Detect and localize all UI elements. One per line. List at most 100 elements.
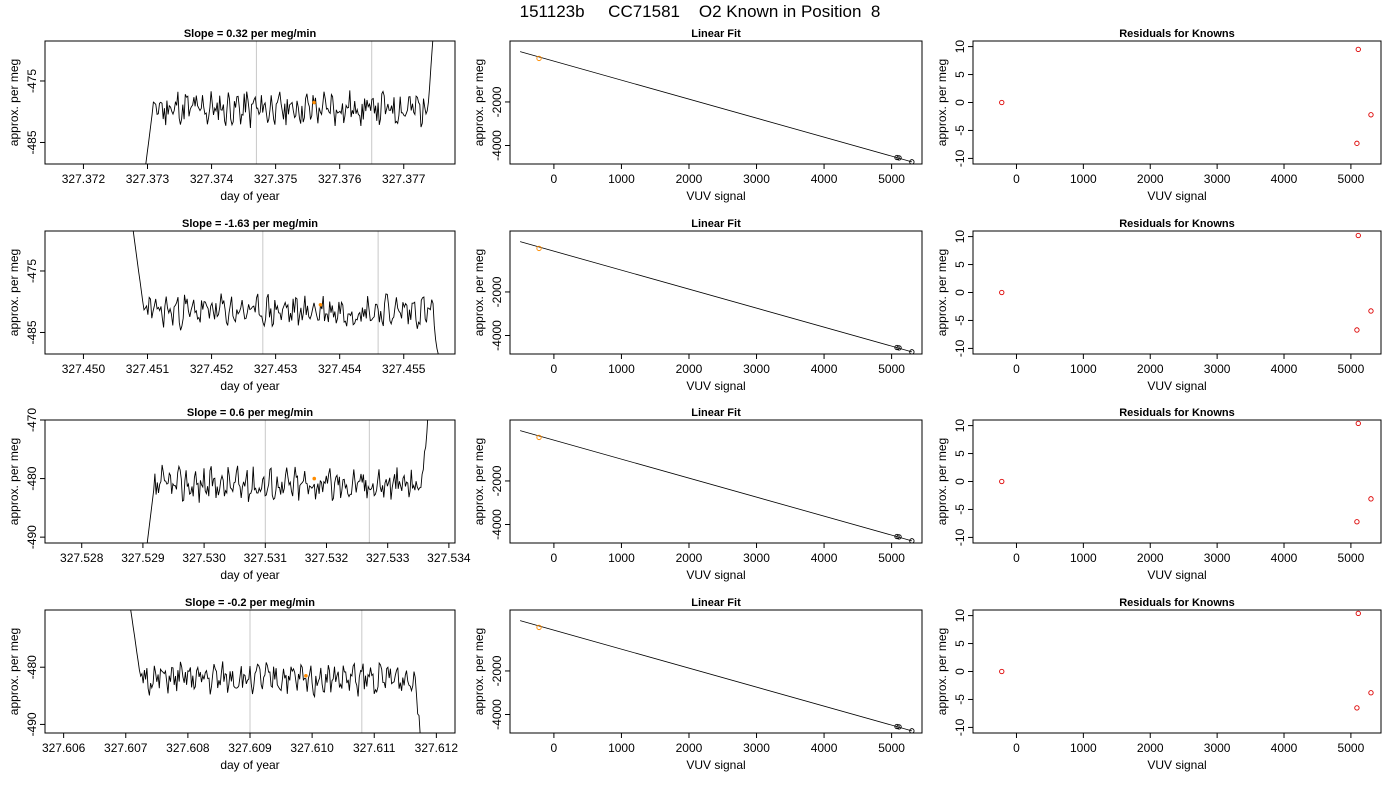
signal-trace bbox=[146, 420, 429, 543]
residual-point-3 bbox=[1355, 46, 1361, 53]
x-tick-label: 327.606 bbox=[42, 741, 86, 755]
panel-fit-row-1 bbox=[505, 40, 923, 169]
fit-line bbox=[520, 51, 912, 163]
x-tick-label: 327.532 bbox=[305, 551, 349, 565]
plot-area bbox=[999, 610, 1374, 711]
x-axis-label: VUV signal bbox=[686, 379, 745, 393]
fit-point-2 bbox=[894, 723, 900, 730]
panel-title: Slope = 0.6 per meg/min bbox=[187, 407, 314, 419]
x-tick-label: 5000 bbox=[878, 551, 905, 565]
x-tick-label: 4000 bbox=[1271, 741, 1298, 755]
x-tick-label: 3000 bbox=[1204, 741, 1231, 755]
x-tick-label: 3000 bbox=[743, 362, 770, 376]
plot-area bbox=[520, 430, 915, 543]
x-tick-label: 1000 bbox=[608, 362, 635, 376]
plot-area bbox=[999, 420, 1374, 525]
plot-area bbox=[146, 420, 429, 543]
plot-area bbox=[145, 41, 434, 164]
panel-title: Slope = -0.2 per meg/min bbox=[185, 597, 315, 609]
x-tick-label: 327.531 bbox=[244, 551, 288, 565]
x-tick-label: 4000 bbox=[1271, 362, 1298, 376]
plot-area bbox=[999, 232, 1374, 333]
x-tick-label: 2000 bbox=[676, 172, 703, 186]
x-tick-label: 327.377 bbox=[382, 172, 426, 186]
x-tick-label: 2000 bbox=[1137, 362, 1164, 376]
panel-resid-row-2 bbox=[968, 230, 1382, 359]
x-tick-label: 4000 bbox=[811, 362, 838, 376]
plot-frame bbox=[509, 419, 923, 544]
fit-point-2 bbox=[894, 154, 900, 161]
panel-resid-row-3 bbox=[968, 419, 1382, 548]
residual-point-1 bbox=[999, 668, 1005, 675]
x-axis-label: day of year bbox=[220, 568, 279, 582]
residual-point-2 bbox=[1354, 705, 1360, 711]
x-tick-label: 327.451 bbox=[126, 362, 170, 376]
plot-area bbox=[132, 231, 439, 354]
signal-trace bbox=[145, 41, 434, 164]
x-tick-label: 327.452 bbox=[190, 362, 234, 376]
y-tick-label: -2000 bbox=[490, 655, 504, 686]
x-tick-label: 1000 bbox=[608, 551, 635, 565]
residual-point-4 bbox=[1368, 112, 1374, 118]
x-axis-label: day of year bbox=[220, 379, 279, 393]
x-axis-label: VUV signal bbox=[1147, 758, 1206, 772]
panel-time-row-3 bbox=[40, 419, 456, 548]
x-tick-label: 3000 bbox=[1204, 362, 1231, 376]
x-tick-label: 1000 bbox=[1070, 551, 1097, 565]
plot-frame bbox=[509, 609, 923, 734]
y-tick-label: -485 bbox=[25, 130, 39, 154]
y-axis-label: approx. per meg bbox=[935, 59, 949, 146]
y-tick-label: -5 bbox=[953, 504, 967, 515]
x-tick-label: 327.453 bbox=[254, 362, 298, 376]
panel-fit-row-2 bbox=[505, 230, 923, 359]
x-tick-label: 327.374 bbox=[190, 172, 234, 186]
x-tick-label: 5000 bbox=[1338, 551, 1365, 565]
y-tick-label: -4000 bbox=[490, 699, 504, 730]
x-tick-label: 2000 bbox=[1137, 172, 1164, 186]
y-tick-label: -2000 bbox=[490, 86, 504, 117]
panel-title: Linear Fit bbox=[691, 28, 741, 40]
fit-point-1 bbox=[536, 434, 542, 441]
fit-point-2 bbox=[894, 533, 900, 540]
x-tick-label: 2000 bbox=[1137, 551, 1164, 565]
residual-point-4 bbox=[1368, 496, 1374, 502]
x-tick-label: 327.533 bbox=[366, 551, 410, 565]
x-tick-label: 2000 bbox=[676, 741, 703, 755]
x-tick-label: 5000 bbox=[1338, 362, 1365, 376]
y-tick-label: -485 bbox=[25, 320, 39, 344]
fit-point-1 bbox=[536, 624, 542, 631]
plot-area bbox=[520, 241, 915, 354]
y-tick-label: 10 bbox=[953, 609, 967, 623]
x-tick-label: 1000 bbox=[1070, 172, 1097, 186]
x-tick-label: 5000 bbox=[1338, 741, 1365, 755]
fit-point-3 bbox=[896, 724, 902, 730]
y-axis-label: approx. per meg bbox=[7, 628, 21, 715]
x-axis-label: VUV signal bbox=[1147, 189, 1206, 203]
fit-point-3 bbox=[896, 155, 902, 161]
y-tick-label: 0 bbox=[953, 99, 967, 106]
panel-title: Residuals for Knowns bbox=[1119, 218, 1235, 230]
panel-time-row-2 bbox=[40, 230, 456, 359]
x-tick-label: 4000 bbox=[1271, 551, 1298, 565]
y-tick-label: -480 bbox=[25, 466, 39, 490]
plot-area bbox=[520, 51, 915, 164]
x-axis-label: VUV signal bbox=[686, 189, 745, 203]
x-tick-label: 5000 bbox=[878, 172, 905, 186]
x-tick-label: 1000 bbox=[1070, 741, 1097, 755]
x-tick-label: 3000 bbox=[743, 551, 770, 565]
mean-marker bbox=[312, 100, 316, 105]
x-tick-label: 327.610 bbox=[290, 741, 334, 755]
y-tick-label: -2000 bbox=[490, 465, 504, 496]
residual-point-3 bbox=[1355, 610, 1361, 617]
y-axis-label: approx. per meg bbox=[472, 438, 486, 525]
x-tick-label: 327.612 bbox=[415, 741, 459, 755]
residual-point-3 bbox=[1355, 420, 1361, 427]
signal-trace bbox=[132, 231, 439, 354]
x-tick-label: 2000 bbox=[1137, 741, 1164, 755]
x-tick-label: 327.454 bbox=[318, 362, 362, 376]
plot-area bbox=[130, 610, 421, 733]
residual-point-1 bbox=[999, 99, 1005, 106]
y-tick-label: -10 bbox=[953, 528, 967, 546]
y-tick-label: -4000 bbox=[490, 320, 504, 351]
y-tick-label: 5 bbox=[953, 261, 967, 268]
